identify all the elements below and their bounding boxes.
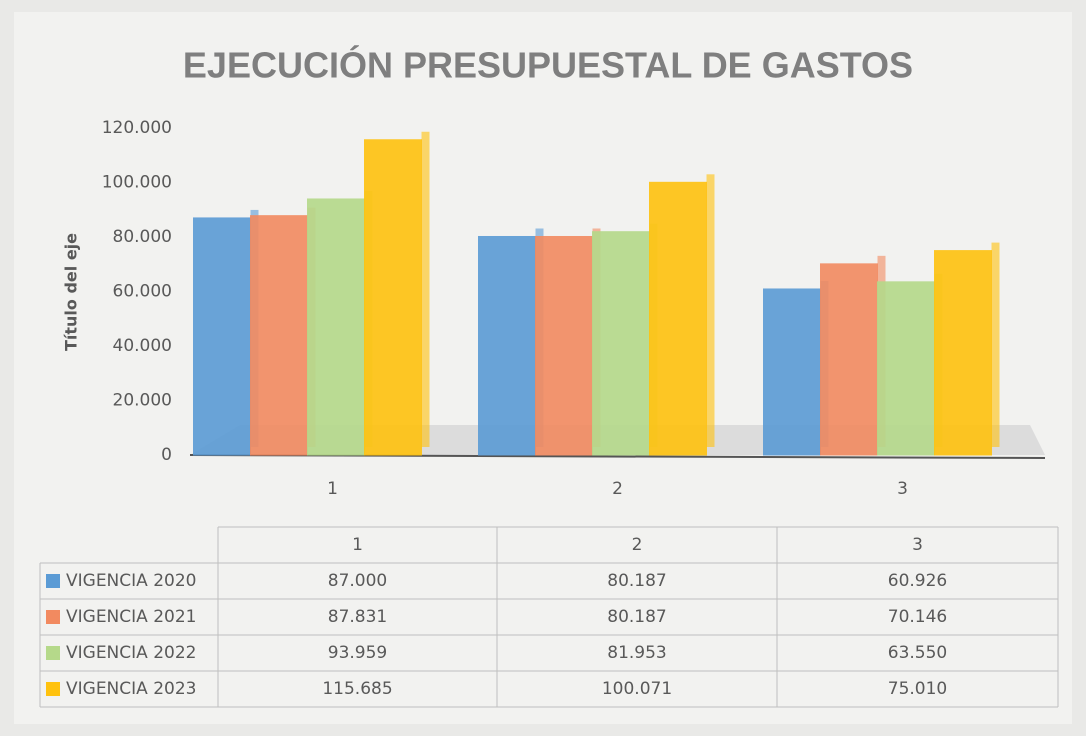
legend-swatch xyxy=(46,682,60,696)
y-tick-label: 0 xyxy=(161,445,172,465)
bar-side xyxy=(421,131,430,448)
table-value: 63.550 xyxy=(888,643,947,663)
table-value: 80.187 xyxy=(607,607,666,627)
bar-side xyxy=(706,174,715,447)
legend-swatch xyxy=(46,574,60,588)
y-tick-label: 60.000 xyxy=(113,282,172,302)
table-value: 115.685 xyxy=(322,679,392,699)
table-header: 1 xyxy=(352,535,363,555)
bar xyxy=(250,215,308,456)
table-value: 80.187 xyxy=(607,571,666,591)
bar xyxy=(364,139,422,456)
table-value: 87.831 xyxy=(328,607,387,627)
bar xyxy=(934,250,992,456)
legend-label: VIGENCIA 2021 xyxy=(66,607,196,627)
bar xyxy=(193,217,251,456)
bar xyxy=(535,235,593,456)
y-tick-label: 120.000 xyxy=(102,118,172,138)
table-value: 93.959 xyxy=(328,643,387,663)
table-header: 2 xyxy=(632,535,643,555)
y-axis-title: Título del eje xyxy=(62,233,81,351)
y-tick-label: 40.000 xyxy=(113,336,172,356)
bar-side xyxy=(991,242,1000,447)
x-tick-label: 3 xyxy=(897,479,908,499)
bar xyxy=(592,231,650,456)
bar xyxy=(820,263,878,456)
table-value: 81.953 xyxy=(607,643,666,663)
legend-label: VIGENCIA 2020 xyxy=(66,571,196,591)
table-value: 100.071 xyxy=(602,679,672,699)
table-header: 3 xyxy=(912,535,923,555)
y-tick-label: 80.000 xyxy=(113,227,172,247)
bar xyxy=(307,198,365,456)
bar xyxy=(649,181,707,456)
x-tick-label: 1 xyxy=(327,479,338,499)
legend-swatch xyxy=(46,646,60,660)
table-value: 60.926 xyxy=(888,571,947,591)
bar xyxy=(478,235,536,456)
chart-title: EJECUCIÓN PRESUPUESTAL DE GASTOS xyxy=(183,44,913,86)
y-tick-label: 100.000 xyxy=(102,173,172,193)
table-value: 87.000 xyxy=(328,571,387,591)
bar xyxy=(763,288,821,456)
y-tick-label: 20.000 xyxy=(113,391,172,411)
legend-label: VIGENCIA 2022 xyxy=(66,643,196,663)
x-tick-label: 2 xyxy=(612,479,623,499)
table-value: 75.010 xyxy=(888,679,947,699)
legend-swatch xyxy=(46,610,60,624)
bar xyxy=(877,281,935,456)
legend-label: VIGENCIA 2023 xyxy=(66,679,196,699)
table-value: 70.146 xyxy=(888,607,947,627)
